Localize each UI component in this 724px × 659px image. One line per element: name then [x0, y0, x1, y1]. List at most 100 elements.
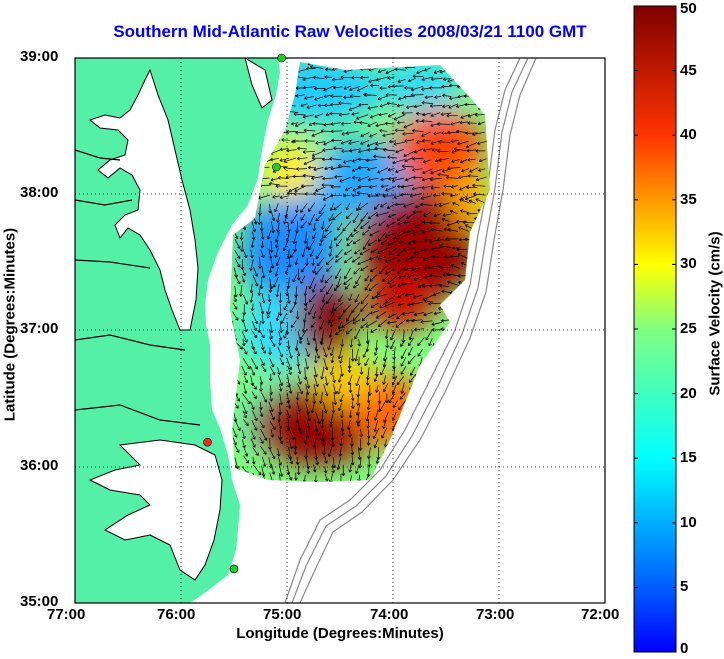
velocity-arrow [367, 121, 377, 127]
velocity-arrow [280, 312, 288, 324]
velocity-arrow [475, 198, 485, 204]
velocity-arrow [358, 438, 363, 451]
velocity-arrow [259, 421, 265, 429]
velocity-arrow [400, 184, 414, 189]
velocity-arrow [311, 131, 324, 137]
velocity-arrow [348, 148, 362, 153]
velocity-arrow [306, 337, 311, 346]
velocity-arrow [367, 223, 377, 229]
velocity-arrow [258, 256, 262, 269]
velocity-arrow [469, 167, 479, 173]
x-axis-label: Longitude (Degrees:Minutes) [236, 625, 444, 642]
velocity-arrow [428, 338, 433, 347]
velocity-arrow [366, 402, 371, 411]
velocity-arrow [351, 256, 361, 263]
velocity-arrow [423, 311, 433, 317]
velocity-arrow [351, 175, 361, 180]
velocity-arrow [422, 159, 431, 164]
velocity-arrow [302, 76, 315, 82]
velocity-arrow [276, 448, 281, 457]
velocity-arrow [242, 319, 248, 333]
velocity-arrow [377, 247, 388, 254]
velocity-arrow [313, 375, 319, 388]
velocity-arrow [396, 184, 405, 189]
velocity-arrow [384, 258, 396, 263]
velocity-arrow [456, 129, 468, 134]
velocity-arrow [334, 256, 343, 263]
velocity-arrow [442, 104, 450, 109]
velocity-arrow [411, 186, 424, 191]
velocity-arrow [343, 69, 352, 74]
velocity-arrow [398, 275, 406, 279]
velocity-arrow [451, 159, 460, 163]
velocity-arrow [252, 274, 259, 287]
velocity-arrow [275, 256, 281, 266]
velocity-arrow [278, 384, 283, 392]
velocity-arrow [429, 239, 442, 244]
velocity-arrow [312, 330, 317, 341]
velocity-arrow [251, 346, 257, 355]
velocity-arrow [440, 112, 452, 117]
velocity-arrow [332, 211, 343, 221]
velocity-arrow [397, 258, 406, 263]
velocity-arrow [322, 148, 333, 152]
velocity-arrow [367, 239, 378, 246]
velocity-arrow [315, 266, 324, 275]
velocity-arrow [389, 340, 396, 350]
velocity-arrow [447, 166, 461, 171]
velocity-arrow [321, 183, 335, 187]
velocity-arrow [274, 247, 279, 259]
velocity-arrow [368, 283, 378, 292]
velocity-arrow [429, 273, 442, 278]
velocity-arrow [332, 375, 336, 384]
velocity-arrow [277, 375, 284, 386]
velocity-arrow [253, 464, 262, 476]
velocity-arrow [448, 96, 460, 101]
velocity-arrow [366, 141, 379, 148]
velocity-arrow [250, 240, 255, 248]
velocity-arrow [427, 265, 440, 270]
velocity-arrow [396, 214, 407, 222]
velocity-arrow [372, 427, 380, 440]
velocity-arrow [251, 312, 258, 325]
velocity-arrow [357, 259, 370, 266]
colorbar [633, 5, 677, 653]
velocity-arrow [338, 101, 352, 105]
colorbar-tick-label: 0 [680, 640, 689, 657]
velocity-arrow [415, 111, 424, 116]
velocity-arrow [277, 337, 282, 346]
velocity-arrow [348, 463, 352, 473]
velocity-arrow [397, 302, 405, 307]
colorbar-tick-label: 5 [680, 578, 689, 596]
velocity-arrow [431, 327, 442, 332]
velocity-arrow [251, 456, 256, 465]
velocity-arrow [380, 364, 387, 376]
velocity-arrow [338, 294, 344, 303]
velocity-arrow [288, 348, 293, 359]
velocity-arrow [404, 293, 415, 297]
velocity-arrow [322, 176, 334, 181]
velocity-arrow [355, 375, 361, 387]
velocity-arrow [286, 249, 291, 259]
velocity-arrow [450, 121, 461, 126]
bathymetry-contours [284, 58, 537, 603]
velocity-arrow [312, 438, 317, 449]
velocity-arrow [242, 338, 246, 347]
velocity-arrow [365, 375, 370, 386]
velocity-arrow [294, 185, 306, 192]
velocity-arrow [323, 466, 328, 474]
velocity-arrow [287, 454, 293, 465]
velocity-arrow [295, 311, 300, 320]
y-axis-label: Latitude (Degrees:Minutes) [1, 227, 19, 422]
velocity-arrow [243, 347, 248, 355]
x-tick-label: 75:00 [263, 606, 302, 623]
velocity-arrow [362, 229, 370, 236]
velocity-arrow [451, 149, 461, 154]
velocity-arrow [283, 303, 288, 311]
velocity-arrow [406, 274, 415, 279]
velocity-arrow [432, 292, 441, 297]
y-tick-label: 38:00 [20, 184, 59, 201]
velocity-arrow [323, 358, 329, 371]
velocity-arrow [310, 321, 316, 328]
velocity-arrow [296, 268, 301, 281]
